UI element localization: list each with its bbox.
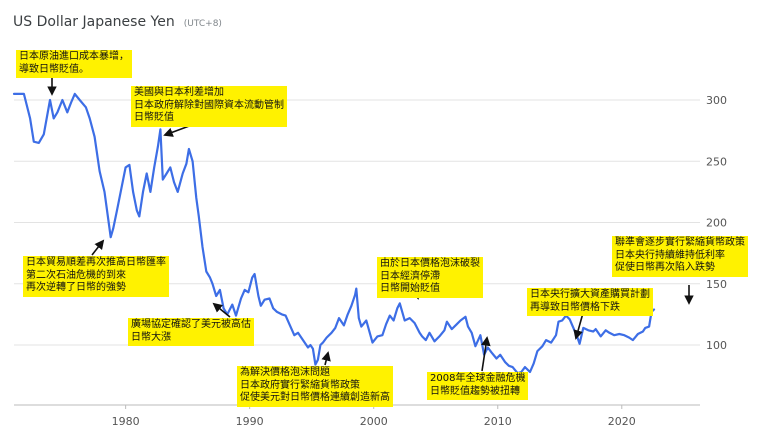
annotation-line: 日本原油進口成本暴增， [19, 51, 129, 62]
annotation-plaza-accord: 廣場協定確認了美元被高估 日幣大漲 [128, 318, 254, 346]
annotation-line: 由於日本價格泡沫破裂 [380, 258, 480, 269]
annotation-financial-crisis: 2008年全球金融危機 日幣貶值趨勢被扭轉 [427, 372, 529, 400]
annotation-arrow-plaza-accord [212, 302, 231, 318]
annotation-rate-gap: 美國與日本利差增加 日本政府解除對國際資本流動管制 日幣貶值 [131, 86, 287, 127]
x-tick-label-2020: 2020 [608, 415, 636, 428]
annotation-line: 日幣貶值 [134, 112, 174, 123]
annotation-trade-surplus: 日本貿易順差再次推高日幣匯率 第二次石油危機的到來 再次逆轉了日幣的強勢 [23, 256, 169, 297]
annotation-line: 導致日幣貶值。 [19, 63, 89, 75]
annotation-line: 2008年全球金融危機 [430, 373, 526, 384]
annotation-line: 日本央行持續維持低利率 [615, 249, 725, 261]
y-tick-label-150: 150 [706, 278, 727, 291]
timezone-label: (UTC+8) [183, 19, 222, 29]
annotation-bubble-burst: 由於日本價格泡沫破裂 日本經濟停滯 日幣開始貶值 [377, 257, 483, 298]
annotation-line: 日幣貶值趨勢被扭轉 [430, 385, 520, 397]
annotation-arrow-trade-surplus [91, 239, 105, 256]
annotation-fed-tightening: 聯準會逐步實行緊縮貨幣政策 日本央行持續維持低利率 促使日幣再次陷入跌勢 [612, 236, 748, 277]
annotation-line: 第二次石油危機的到來 [26, 269, 126, 281]
chart-title-block: US Dollar Japanese Yen (UTC+8) [13, 11, 222, 30]
x-tick-label-2010: 2010 [484, 415, 512, 428]
annotation-arrow-boj-asset-purchase [573, 312, 584, 340]
annotation-line: 日本貿易順差再次推高日幣匯率 [26, 257, 166, 268]
annotation-line: 日本央行擴大資產購買計劃 [530, 289, 650, 300]
annotation-oil-cost: 日本原油進口成本暴增， 導致日幣貶值。 [16, 50, 132, 78]
annotation-line: 廣場協定確認了美元被高估 [131, 319, 251, 330]
annotation-boj-asset-purchase: 日本央行擴大資產購買計劃 再導致日幣價格下跌 [527, 288, 653, 316]
annotation-line: 聯準會逐步實行緊縮貨幣政策 [615, 237, 745, 248]
y-tick-label-100: 100 [706, 339, 727, 352]
annotation-bubble-policy: 為解決價格泡沫問題 日本政府實行緊縮貨幣政策 促使美元對日幣價格連續創造新高 [237, 366, 393, 407]
x-tick-label-1980: 1980 [112, 415, 140, 428]
annotation-line: 日本經濟停滯 [380, 270, 440, 282]
x-tick-label-1990: 1990 [236, 415, 264, 428]
usd-jpy-series-line [12, 92, 656, 375]
annotation-line: 再次逆轉了日幣的強勢 [26, 282, 126, 293]
annotation-arrow-bubble-policy [321, 351, 331, 366]
y-tick-label-300: 300 [706, 94, 727, 107]
annotation-line: 再導致日幣價格下跌 [530, 301, 620, 313]
annotation-line: 日幣開始貶值 [380, 283, 440, 294]
annotation-line: 美國與日本利差增加 [134, 87, 224, 98]
y-tick-label-200: 200 [706, 217, 727, 230]
chart-title: US Dollar Japanese Yen [13, 14, 175, 30]
annotation-line: 促使日幣再次陷入跌勢 [615, 262, 715, 273]
annotation-line: 日幣大漲 [131, 331, 171, 343]
annotation-line: 日本政府實行緊縮貨幣政策 [240, 379, 360, 391]
annotation-line: 日本政府解除對國際資本流動管制 [134, 99, 284, 111]
x-tick-label-2000: 2000 [360, 415, 388, 428]
y-tick-label-250: 250 [706, 155, 727, 168]
annotation-line: 促使美元對日幣價格連續創造新高 [240, 392, 390, 403]
annotation-arrow-financial-crisis [481, 336, 491, 372]
annotation-line: 為解決價格泡沫問題 [240, 367, 330, 378]
